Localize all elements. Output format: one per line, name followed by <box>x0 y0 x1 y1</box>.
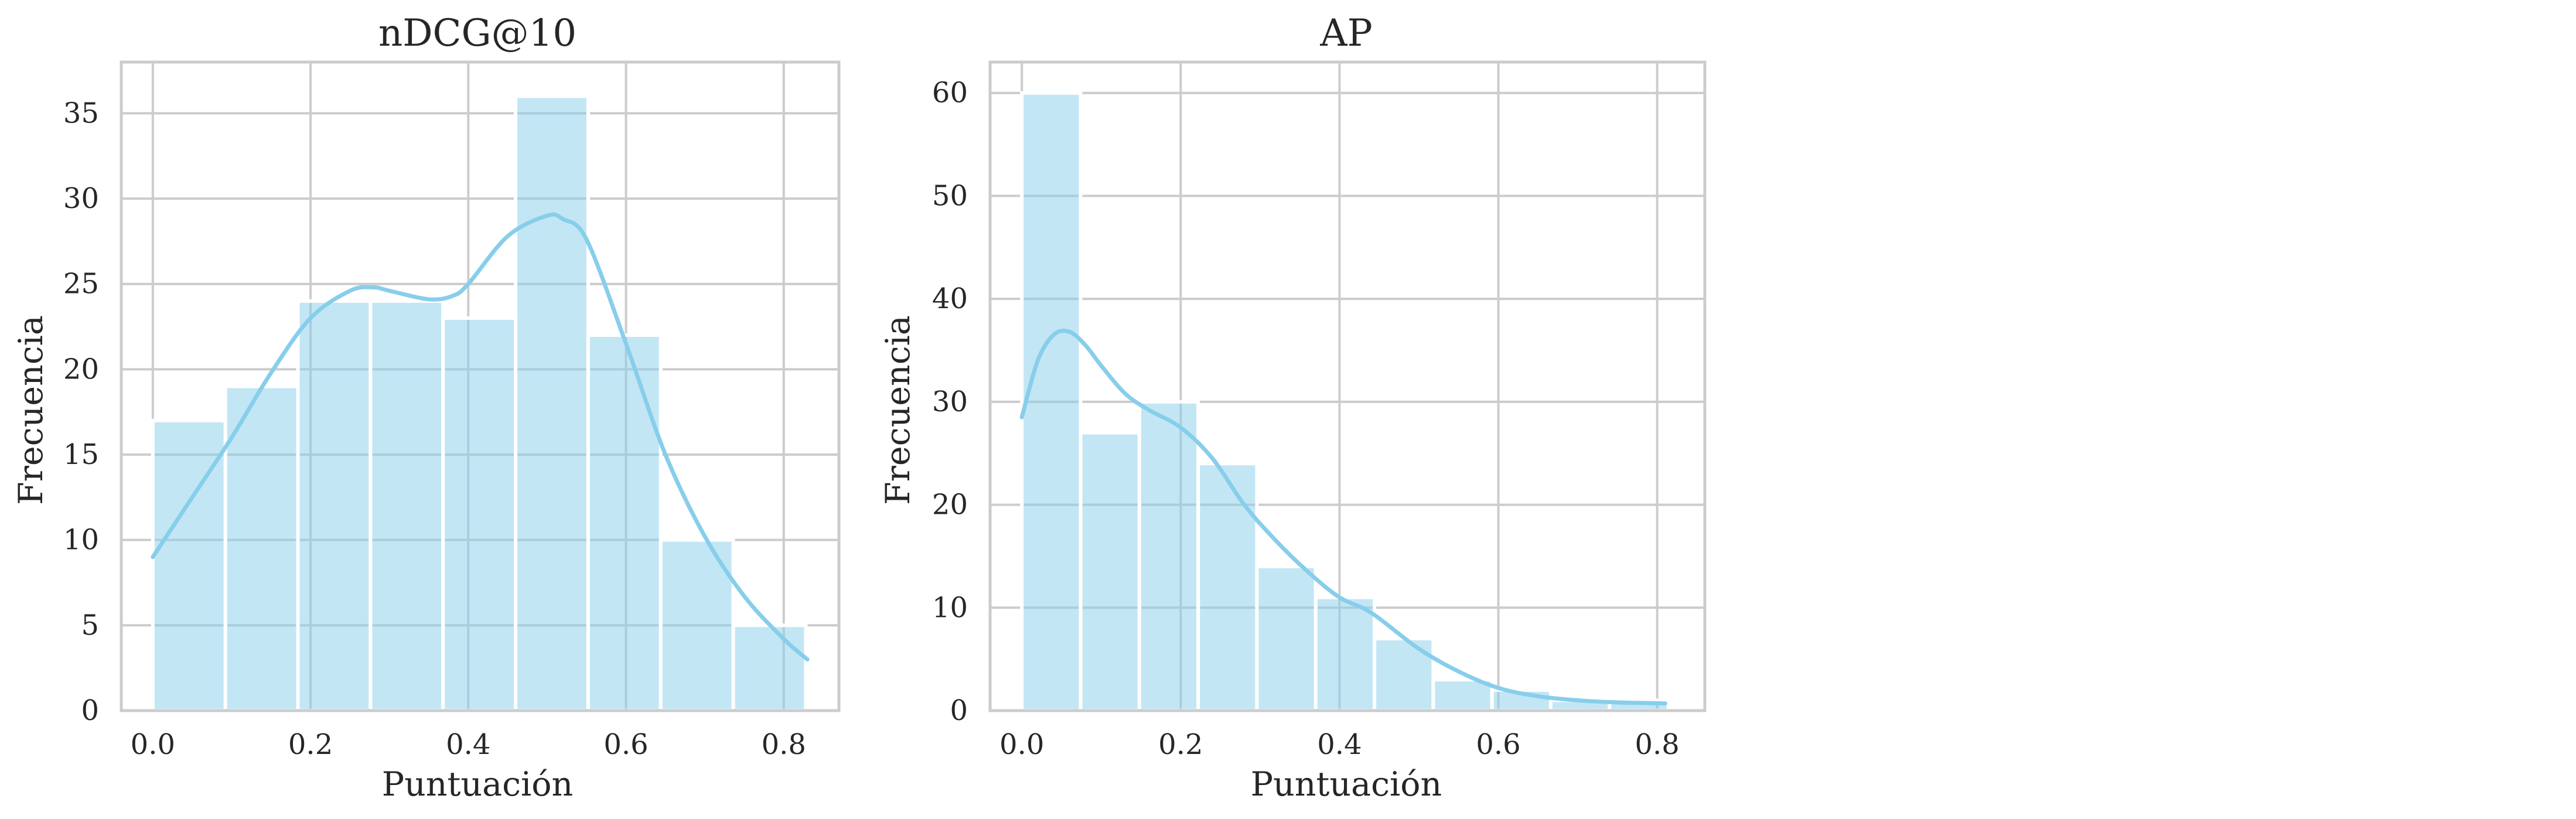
histogram-bar <box>1020 91 1083 713</box>
x-tick-label: 0.2 <box>1158 728 1203 761</box>
histogram-bar <box>296 299 373 712</box>
y-tick-label: 5 <box>81 609 99 641</box>
kde-curve <box>1019 329 1667 706</box>
histogram-bar <box>441 316 518 712</box>
y-tick-label: 25 <box>63 268 99 301</box>
y-tick-label: 0 <box>950 694 968 727</box>
y-tick-label: 40 <box>932 282 968 315</box>
y-tick-label: 10 <box>63 524 99 557</box>
histogram-bar <box>1196 462 1259 712</box>
x-tick-label: 0.2 <box>288 728 333 761</box>
y-tick-label: 35 <box>63 97 99 129</box>
plot-area <box>120 60 841 713</box>
plot-area <box>988 60 1707 713</box>
x-tick-label: 0.0 <box>131 728 175 761</box>
y-tick-label: 10 <box>932 591 968 624</box>
chart-title: nDCG@10 <box>378 12 576 55</box>
histogram-bar <box>1373 637 1435 712</box>
kde-curve <box>151 212 810 662</box>
histogram-bar <box>1313 595 1377 713</box>
x-axis-label: Puntuación <box>382 765 574 804</box>
histogram-bar <box>1255 565 1318 712</box>
plot-frame <box>988 60 1707 712</box>
y-tick-label: 15 <box>63 438 99 471</box>
plot-frame <box>120 60 841 712</box>
histogram-bar <box>1079 431 1141 712</box>
histogram-bar <box>586 333 663 712</box>
histogram-bar <box>369 299 445 712</box>
histogram-bar <box>1137 400 1200 712</box>
histogram-panel-ap: AP Frecuencia Puntuación 0 10 20 30 40 50 60 0.… <box>879 12 1707 804</box>
y-tick-label: 20 <box>63 353 99 385</box>
y-tick-label: 20 <box>932 489 968 521</box>
y-axis-label: Frecuencia <box>12 315 50 505</box>
y-tick-label: 30 <box>63 182 99 215</box>
histogram-bar <box>514 94 590 712</box>
x-tick-label: 0.4 <box>1317 728 1362 761</box>
x-tick-label: 0.6 <box>603 728 648 761</box>
x-tick-label: 0.0 <box>999 728 1044 761</box>
x-tick-label: 0.8 <box>762 728 806 761</box>
y-axis-label: Frecuencia <box>879 315 917 505</box>
histogram-bar <box>223 384 300 712</box>
histogram-bar <box>731 623 808 713</box>
y-tick-label: 30 <box>932 385 968 418</box>
x-tick-label: 0.6 <box>1476 728 1520 761</box>
y-tick-label: 0 <box>81 694 99 727</box>
x-tick-label: 0.8 <box>1635 728 1679 761</box>
histogram-panel-ndcg: nDCG@10 Frecuencia Puntuación 0 5 10 15 20 25… <box>12 12 841 804</box>
chart-title: AP <box>1319 12 1372 55</box>
y-tick-label: 50 <box>932 179 968 212</box>
y-tick-label: 60 <box>932 77 968 110</box>
x-axis-label: Puntuación <box>1251 765 1442 804</box>
x-tick-label: 0.4 <box>446 728 490 761</box>
